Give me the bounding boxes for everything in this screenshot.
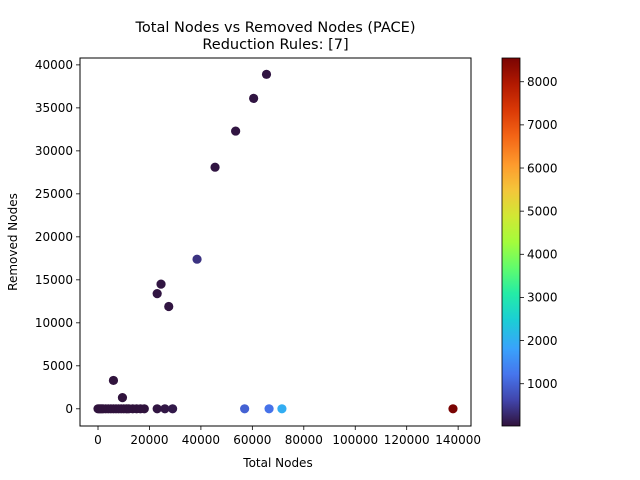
y-tick-label: 25000	[35, 187, 73, 201]
colorbar-tick-label: 4000	[527, 248, 558, 262]
colorbar-tick-label: 5000	[527, 204, 558, 218]
data-point	[164, 301, 174, 312]
colorbar-tick-label: 3000	[527, 291, 558, 305]
data-point	[261, 69, 272, 79]
colorbar-tick-label: 6000	[527, 161, 558, 175]
data-point	[117, 393, 128, 403]
data-point	[108, 375, 119, 386]
y-tick-label: 20000	[35, 230, 73, 244]
colorbar	[501, 57, 521, 427]
x-tick-label: 120000	[384, 433, 430, 447]
data-point	[156, 279, 166, 289]
data-point	[160, 404, 170, 414]
x-tick-label: 0	[94, 433, 102, 447]
x-tick-label: 40000	[182, 433, 220, 447]
data-point	[249, 93, 259, 104]
data-point	[240, 404, 250, 414]
x-axis-label: Total Nodes	[242, 456, 312, 470]
data-point	[152, 288, 162, 299]
colorbar-axis: 1000 2000 3000 4000 5000 6000 7000 8000	[520, 75, 558, 391]
x-tick-label: 80000	[285, 433, 323, 447]
y-tick-label: 35000	[35, 101, 73, 115]
x-tick-label: 100000	[332, 433, 378, 447]
data-point	[448, 404, 458, 414]
y-axis: 0 5000 10000 15000 20000 25000 30000 35000 40000	[35, 58, 80, 416]
y-tick-label: 0	[65, 402, 73, 416]
x-tick-label: 60000	[233, 433, 271, 447]
data-point	[152, 404, 162, 414]
chart-title: Total Nodes vs Removed Nodes (PACE)	[135, 20, 416, 36]
y-tick-label: 10000	[35, 316, 73, 330]
y-tick-label: 5000	[42, 359, 73, 373]
data-point	[264, 404, 274, 414]
data-point	[277, 404, 287, 414]
colorbar-tick-label: 2000	[527, 334, 558, 348]
y-tick-label: 30000	[35, 144, 73, 158]
x-tick-label: 140000	[435, 433, 481, 447]
data-point	[192, 254, 202, 264]
colorbar-tick-label: 8000	[527, 75, 558, 89]
x-axis: 0 20000 40000 60000 80000 100000 120000 140000	[94, 426, 481, 447]
y-axis-label: Removed Nodes	[6, 193, 20, 291]
x-tick-label: 20000	[130, 433, 168, 447]
y-tick-label: 15000	[35, 273, 73, 287]
colorbar-tick-label: 7000	[527, 118, 558, 132]
data-point	[168, 404, 178, 414]
plot-frame	[79, 57, 472, 427]
data-point	[210, 162, 220, 172]
chart-subtitle: Reduction Rules: [7]	[202, 37, 348, 53]
colorbar-tick-label: 1000	[527, 377, 558, 391]
data-point	[139, 404, 149, 414]
y-tick-label: 40000	[35, 58, 73, 72]
plot-area	[93, 69, 458, 414]
data-point	[231, 126, 241, 136]
